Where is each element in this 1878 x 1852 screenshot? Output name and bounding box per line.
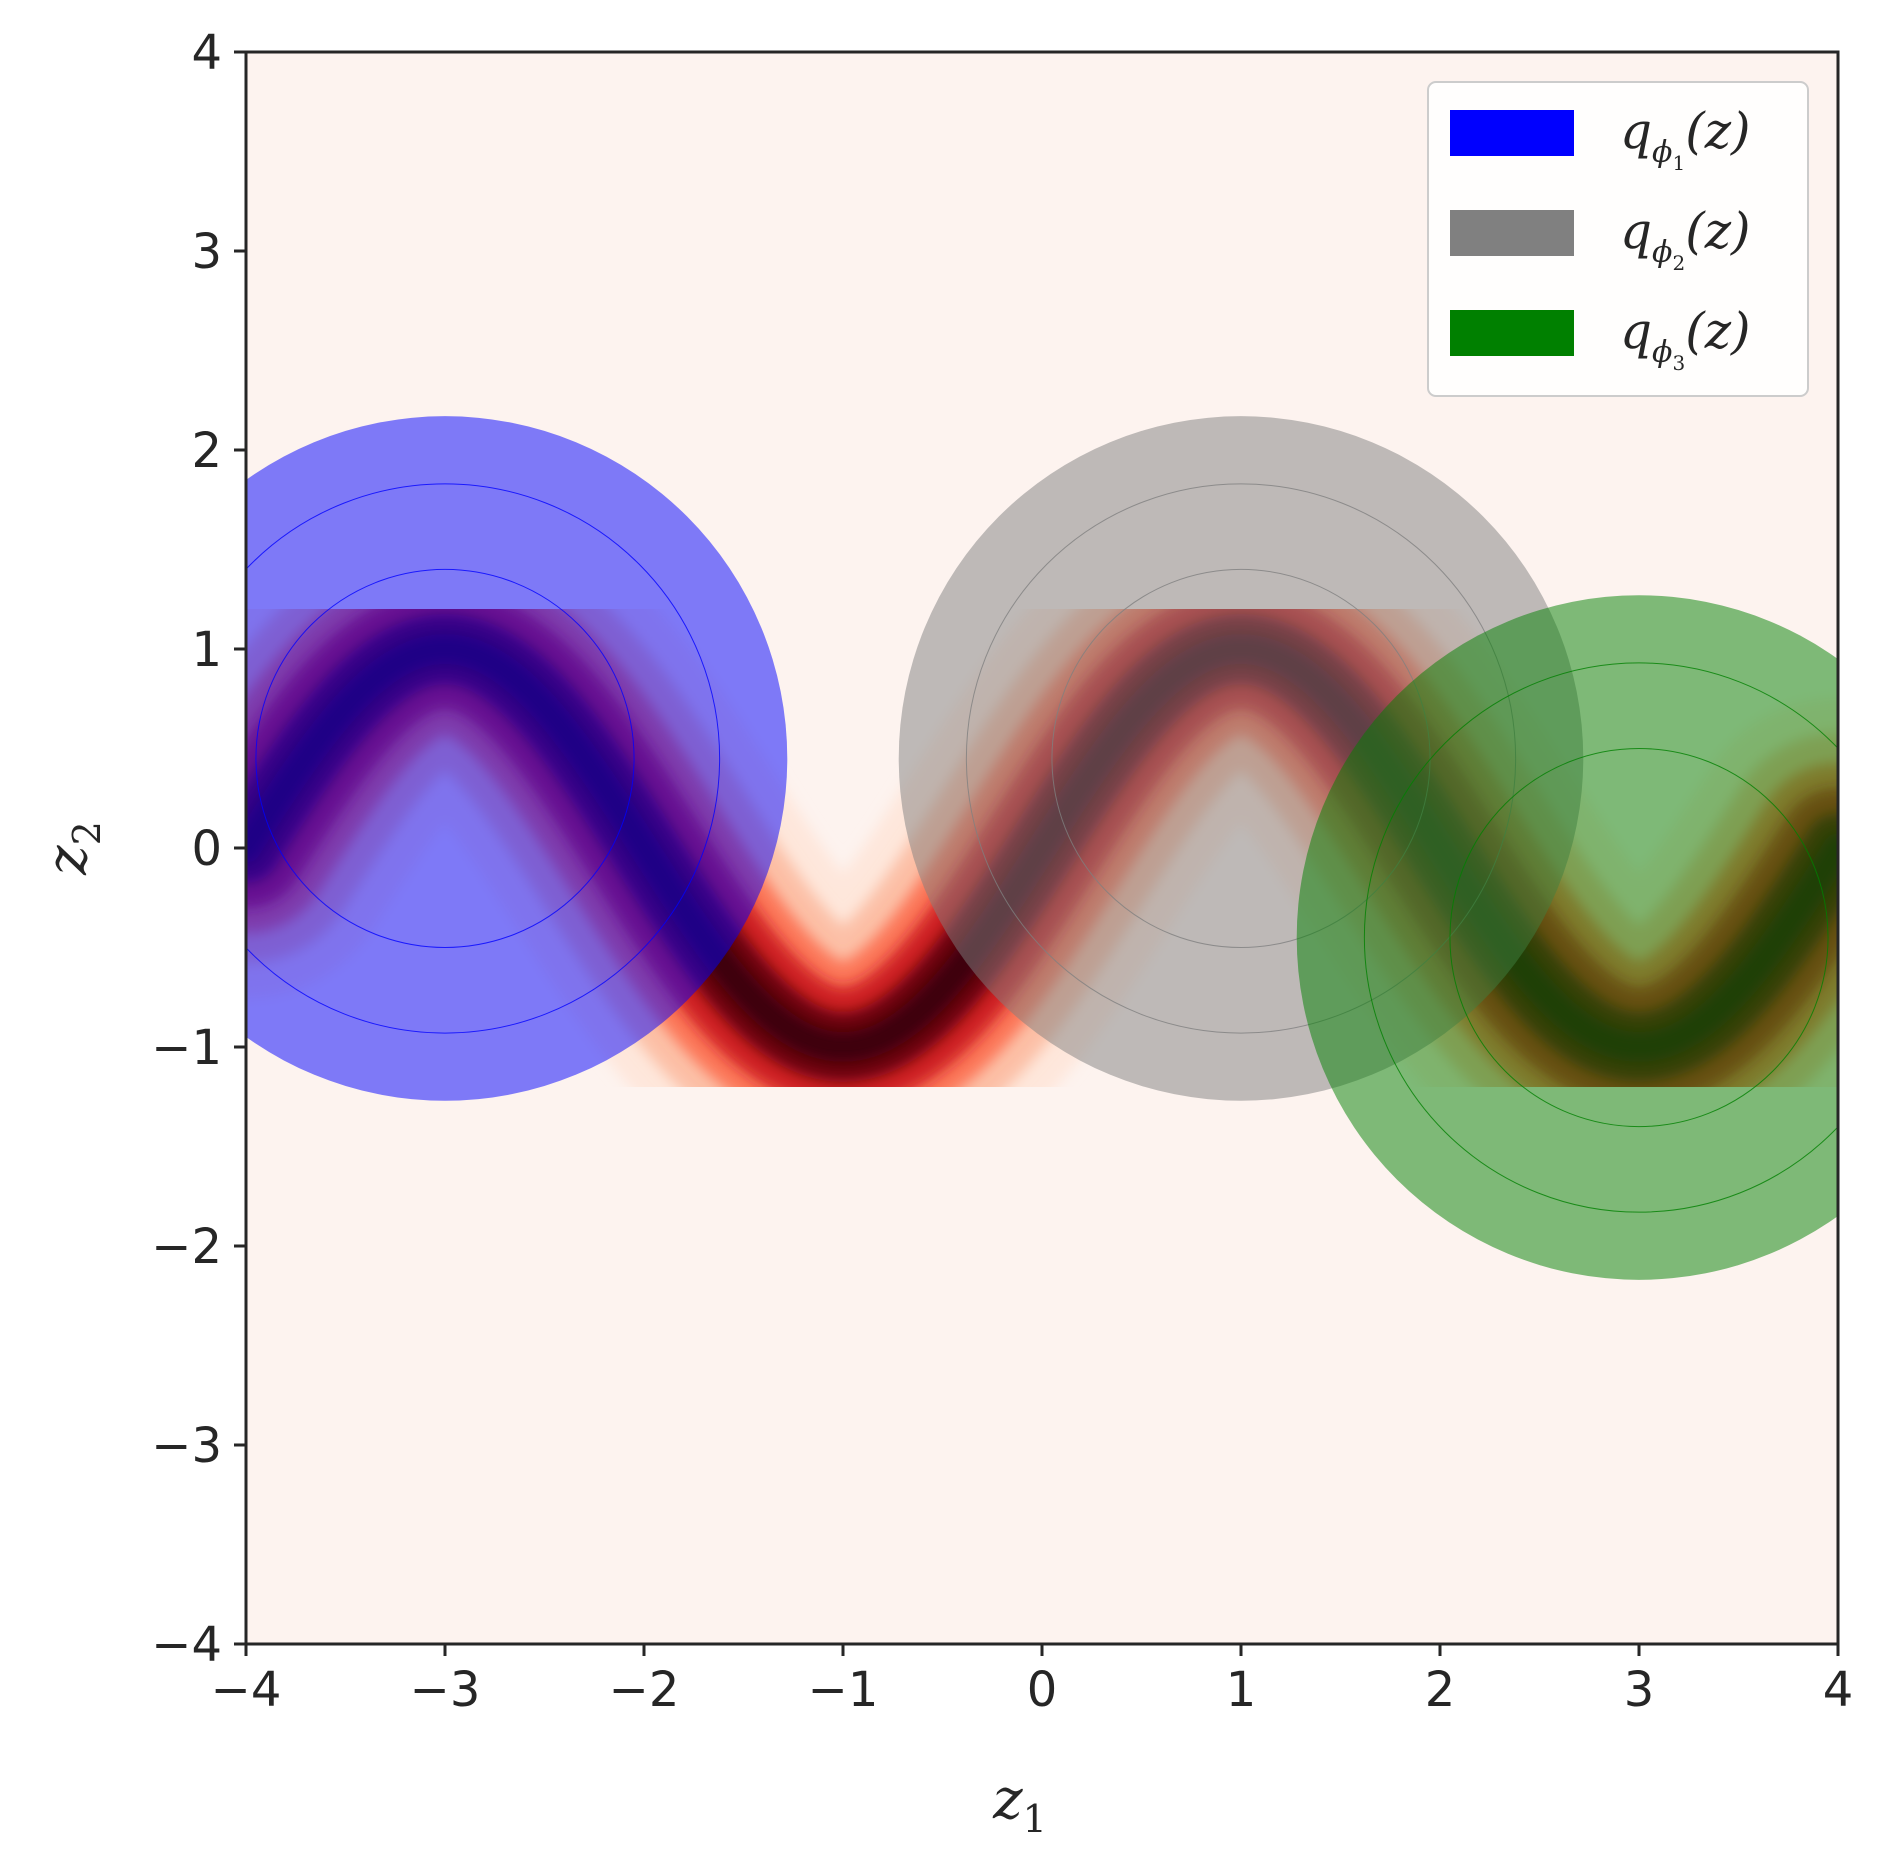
y-tick-label: −3	[151, 1418, 222, 1474]
y-tick-label: −4	[151, 1617, 222, 1673]
gaussian-3-contour-1	[1449, 748, 1829, 1128]
x-axis-label: z1	[992, 1767, 1047, 1841]
gaussian-1-disk	[246, 416, 788, 1101]
y-axis-ticks: −4 −3 −2 −1 0 1 2 3 4	[151, 25, 246, 1673]
x-tick-label: 3	[1624, 1662, 1655, 1718]
legend-swatch-3	[1450, 310, 1574, 356]
x-tick-label: 2	[1425, 1662, 1456, 1718]
y-axis-label: z2	[35, 821, 109, 876]
gaussian-1	[246, 416, 788, 1101]
gaussian-3-disk	[1296, 595, 1838, 1280]
gaussian-1-contour-2	[246, 483, 721, 1034]
y-tick-label: −2	[151, 1219, 222, 1275]
y-tick-label: −1	[151, 1020, 222, 1076]
x-tick-label: 0	[1027, 1662, 1058, 1718]
y-tick-label: 4	[191, 25, 222, 81]
x-tick-label: −3	[410, 1662, 481, 1718]
legend: qϕ1(z) qϕ2(z) qϕ3(z)	[1427, 81, 1809, 397]
legend-label-1: qϕ1(z)	[1620, 102, 1751, 175]
legend-label-2: qϕ2(z)	[1620, 202, 1751, 275]
x-axis-ticks: −4 −3 −2 −1 0 1 2 3 4	[211, 1644, 1854, 1718]
legend-label-3: qϕ3(z)	[1620, 302, 1751, 375]
y-axis-label-main: z	[35, 845, 100, 876]
y-axis-label-sub: 2	[65, 821, 109, 845]
gaussian-1-contour-1	[255, 568, 635, 949]
x-axis-label-sub: 1	[1023, 1797, 1047, 1841]
legend-swatch-1	[1450, 110, 1574, 156]
gaussian-3	[1296, 595, 1838, 1280]
x-tick-label: −2	[609, 1662, 680, 1718]
x-tick-label: 4	[1823, 1662, 1854, 1718]
x-axis-label-main: z	[992, 1767, 1023, 1832]
gaussian-3-contour-2	[1363, 662, 1838, 1213]
legend-swatch-2	[1450, 210, 1574, 256]
x-tick-label: 1	[1226, 1662, 1257, 1718]
y-tick-label: 1	[191, 622, 222, 678]
gaussian-circles	[246, 416, 1838, 1280]
x-tick-label: −4	[211, 1662, 282, 1718]
y-tick-label: 3	[191, 224, 222, 280]
y-tick-label: 0	[191, 821, 222, 877]
y-tick-label: 2	[191, 423, 222, 479]
x-tick-label: −1	[808, 1662, 879, 1718]
